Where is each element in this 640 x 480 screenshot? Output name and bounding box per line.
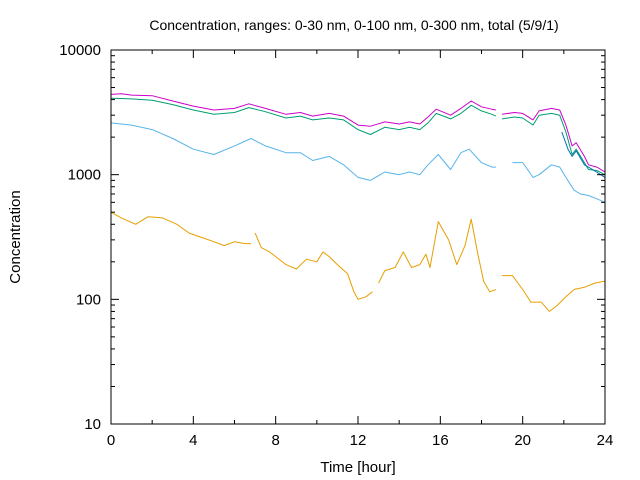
plot-frame [110,49,606,425]
series-1-line-segment-1 [110,93,496,127]
y-tick-label: 10 [84,416,101,433]
series-2-line-segment-2 [502,112,606,176]
y-tick-label: 1000 [68,167,101,184]
y-axis-label: Concentration [7,190,24,283]
x-tick-label: 4 [189,432,197,449]
x-tick-label: 20 [514,432,531,449]
chart-title: Concentration, ranges: 0-30 nm, 0-100 nm… [149,17,558,33]
series-5-line-segment-3 [378,218,497,293]
x-tick-label: 24 [597,432,614,449]
x-tick-label: 12 [350,432,367,449]
series-5-line-segment-1 [110,211,251,247]
series-3-line-segment-1 [561,131,606,178]
x-tick-label: 0 [107,432,115,449]
series-5-line-segment-2 [254,232,373,300]
series-2-line-segment-1 [110,97,497,135]
axis-layer: 0 4 8 12 16 20 24 10 100 1000 10000 [59,42,613,449]
series-layer [110,93,606,312]
x-axis-label: Time [hour] [320,459,395,476]
y-tick-label: 100 [76,291,101,308]
series-4-line-segment-1 [110,122,496,181]
series-1-line-segment-2 [502,107,606,173]
y-tick-label: 10000 [59,42,101,59]
x-tick-label: 8 [271,432,279,449]
series-5-line-segment-4 [502,275,606,312]
x-tick-label: 16 [432,432,449,449]
series-4-line-segment-2 [512,162,606,203]
